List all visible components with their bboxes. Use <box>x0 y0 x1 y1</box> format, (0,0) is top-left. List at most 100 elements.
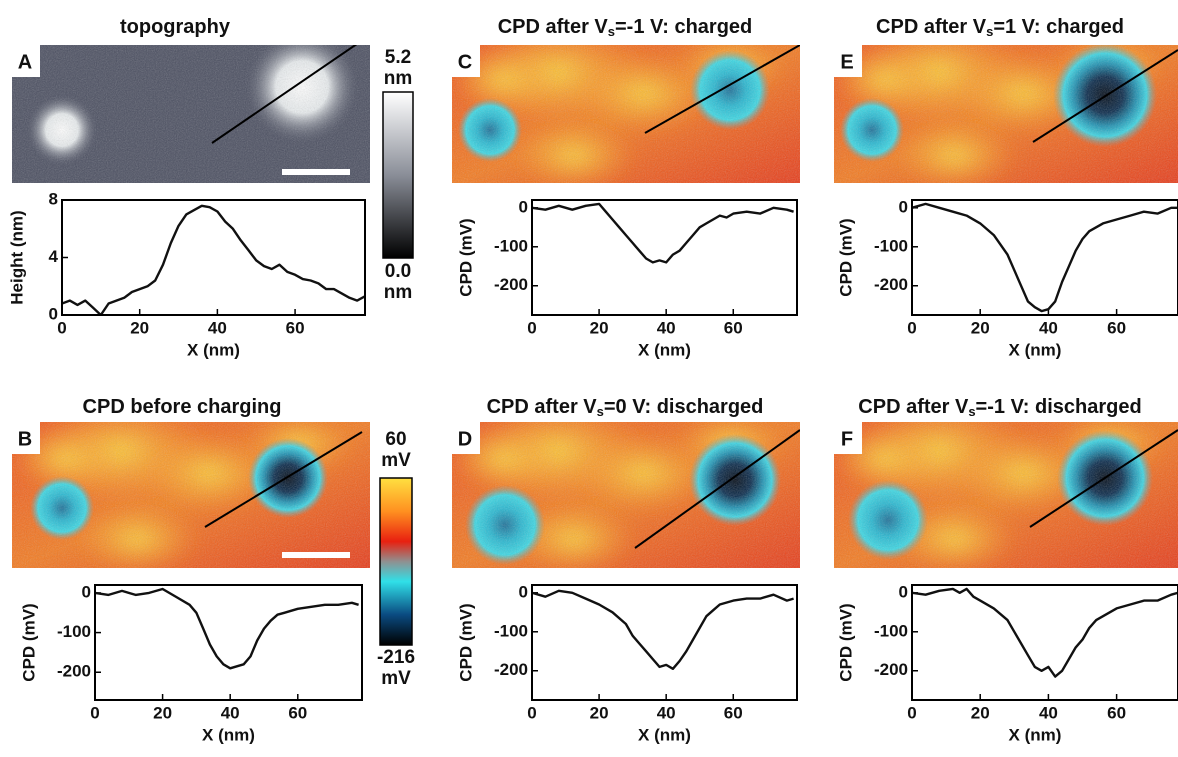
profile-line <box>62 204 365 315</box>
title-part: CPD after V <box>487 396 598 418</box>
y-tick-label: 0 <box>899 197 908 216</box>
y-tick-label: -100 <box>874 621 908 640</box>
profile-path <box>1032 49 1178 143</box>
title-part: CPD after V <box>498 16 609 38</box>
colorbar-unit: nm <box>384 282 413 303</box>
panel-label: C <box>458 51 472 73</box>
colorbar-unit: mV <box>381 450 411 471</box>
panel: CPD after Vs=1 V: charged E 0 20 40 60 0 -100 -2… <box>834 16 1178 359</box>
plot-area: 0 20 40 60 0 -100 -200 X (nm) CPD (mV) <box>456 197 798 359</box>
x-tick-label: 60 <box>1107 703 1126 722</box>
colorbar-max: 60 <box>385 429 406 450</box>
plot-clip <box>912 587 1178 678</box>
colorbar-min: 0.0 <box>385 261 411 282</box>
x-axis-label: X (nm) <box>187 340 240 359</box>
map-image: E <box>834 45 1178 183</box>
y-tick-label: -200 <box>874 275 908 294</box>
panel-label-box <box>834 45 862 77</box>
y-axis-label: CPD (mV) <box>456 218 475 296</box>
profile-path <box>644 45 800 134</box>
y-axis-label: Height (nm) <box>7 210 26 304</box>
panel: CPD after Vs=0 V: discharged D 0 20 40 60 0 -10… <box>452 396 800 744</box>
panel: CPD after Vs=-1 V: charged C 0 20 40 60 0 -100 -… <box>452 16 800 359</box>
panel-label-box <box>12 45 40 77</box>
x-tick-label: 0 <box>527 703 536 722</box>
map-noise <box>452 45 800 183</box>
x-axis-label: X (nm) <box>638 340 691 359</box>
colorbar <box>379 477 413 646</box>
panel-title: CPD after Vs=-1 V: discharged <box>858 396 1141 419</box>
plot-area: 0 20 40 60 0 -100 -200 X (nm) CPD (mV) <box>836 197 1178 359</box>
map-image: B <box>12 422 370 568</box>
y-tick-label: -200 <box>874 660 908 679</box>
y-tick-label: 0 <box>519 582 528 601</box>
x-tick-label: 0 <box>907 703 916 722</box>
x-tick-label: 20 <box>971 318 990 337</box>
y-tick-label: 0 <box>49 304 58 323</box>
y-tick-label: -200 <box>494 660 528 679</box>
panel-label-box <box>452 422 480 454</box>
y-tick-label: -100 <box>494 236 528 255</box>
x-axis-label: X (nm) <box>1009 340 1062 359</box>
plot-area: 0 20 40 60 0 4 8 X (nm) Height (nm) <box>7 189 366 359</box>
y-tick-label: -200 <box>494 275 528 294</box>
profile-path <box>211 45 358 144</box>
panel-title: CPD after Vs=1 V: charged <box>876 16 1124 39</box>
panel-label-box <box>12 422 40 454</box>
y-tick-label: -100 <box>874 236 908 255</box>
y-tick-label: 0 <box>519 197 528 216</box>
y-tick-label: 4 <box>49 247 59 266</box>
title-part: CPD after V <box>876 16 987 38</box>
y-tick-label: -100 <box>494 621 528 640</box>
plot-frame <box>61 199 366 316</box>
profile-line <box>912 202 1178 313</box>
title-subscript: s <box>608 24 615 39</box>
x-tick-label: 40 <box>1039 318 1058 337</box>
panel-label: D <box>458 428 472 450</box>
title-part: =1 V: charged <box>993 16 1124 38</box>
y-tick-label: -200 <box>57 662 91 681</box>
plot-clip <box>532 589 794 670</box>
profile-line <box>95 587 359 670</box>
x-tick-label: 20 <box>590 318 609 337</box>
colorbar <box>382 91 414 259</box>
x-tick-label: 20 <box>971 703 990 722</box>
title-part: CPD after V <box>858 396 969 418</box>
panel-label: F <box>841 428 853 450</box>
profile-line <box>912 587 1178 678</box>
x-tick-label: 60 <box>286 318 305 337</box>
x-tick-label: 40 <box>221 703 240 722</box>
panel-title: CPD after Vs=-1 V: charged <box>498 16 753 39</box>
title-part: CPD before charging <box>83 396 282 418</box>
map-noise <box>834 45 1178 183</box>
title-part: =-1 V: discharged <box>976 396 1142 418</box>
map-image: C <box>452 45 800 183</box>
plot-frame <box>531 584 798 701</box>
panel-label-box <box>834 422 862 454</box>
plot-area: 0 20 40 60 0 -100 -200 X (nm) CPD (mV) <box>19 582 363 744</box>
x-tick-label: 40 <box>657 318 676 337</box>
panel-title: topography <box>120 16 231 38</box>
x-tick-label: 20 <box>130 318 149 337</box>
x-tick-label: 20 <box>153 703 172 722</box>
x-tick-label: 60 <box>288 703 307 722</box>
y-axis-label: CPD (mV) <box>836 218 855 296</box>
title-subscript: s <box>986 24 993 39</box>
x-tick-label: 60 <box>1107 318 1126 337</box>
x-tick-label: 0 <box>57 318 66 337</box>
plot-area: 0 20 40 60 0 -100 -200 X (nm) CPD (mV) <box>456 582 798 744</box>
panel-label-box <box>452 45 480 77</box>
plot-frame <box>94 584 363 701</box>
x-tick-label: 0 <box>527 318 536 337</box>
x-tick-label: 0 <box>90 703 99 722</box>
colorbar-max: 5.2 <box>385 47 411 68</box>
plot-clip <box>95 587 359 670</box>
plot-frame <box>531 199 798 316</box>
scale-bar <box>282 552 350 558</box>
title-part: =0 V: discharged <box>604 396 764 418</box>
panel-title: CPD after Vs=0 V: discharged <box>487 396 764 419</box>
y-tick-label: 8 <box>49 189 58 208</box>
